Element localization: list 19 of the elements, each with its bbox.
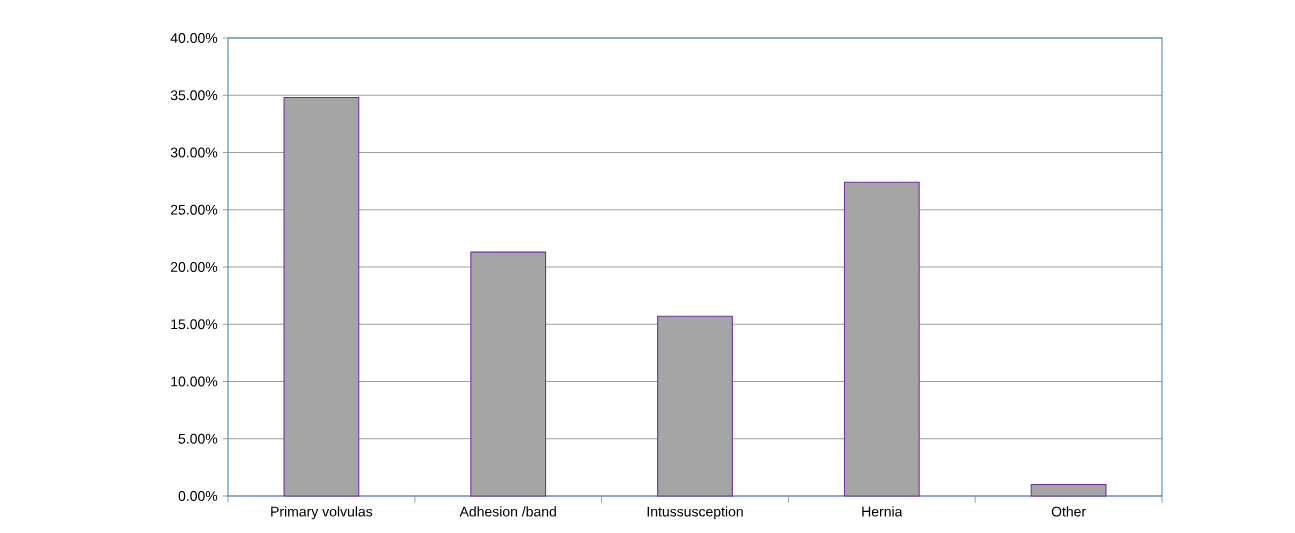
y-tick-label: 35.00%: [170, 90, 218, 101]
y-tick-label: 25.00%: [170, 204, 218, 215]
y-tick-label: 5.00%: [178, 433, 218, 444]
x-tick-label: Adhesion /band: [459, 506, 556, 517]
bar: [1030, 484, 1107, 497]
bar: [657, 315, 733, 497]
x-tick-label: Hernia: [862, 506, 903, 517]
bar: [843, 181, 920, 497]
y-tick-label: 15.00%: [171, 319, 218, 330]
bar: [283, 97, 360, 497]
x-tick-label: Intussusception: [647, 506, 743, 520]
x-tick-label: Other: [1051, 506, 1086, 517]
y-tick-label: 40.00%: [170, 33, 218, 43]
y-tick-label: 30.00%: [170, 147, 218, 158]
x-tick-label: Primary volvulas: [271, 506, 373, 520]
y-tick-label: 20.00%: [170, 262, 218, 272]
bar: [470, 251, 547, 497]
y-tick-label: 0.00%: [178, 491, 218, 501]
y-tick-label: 10.00%: [171, 376, 218, 387]
